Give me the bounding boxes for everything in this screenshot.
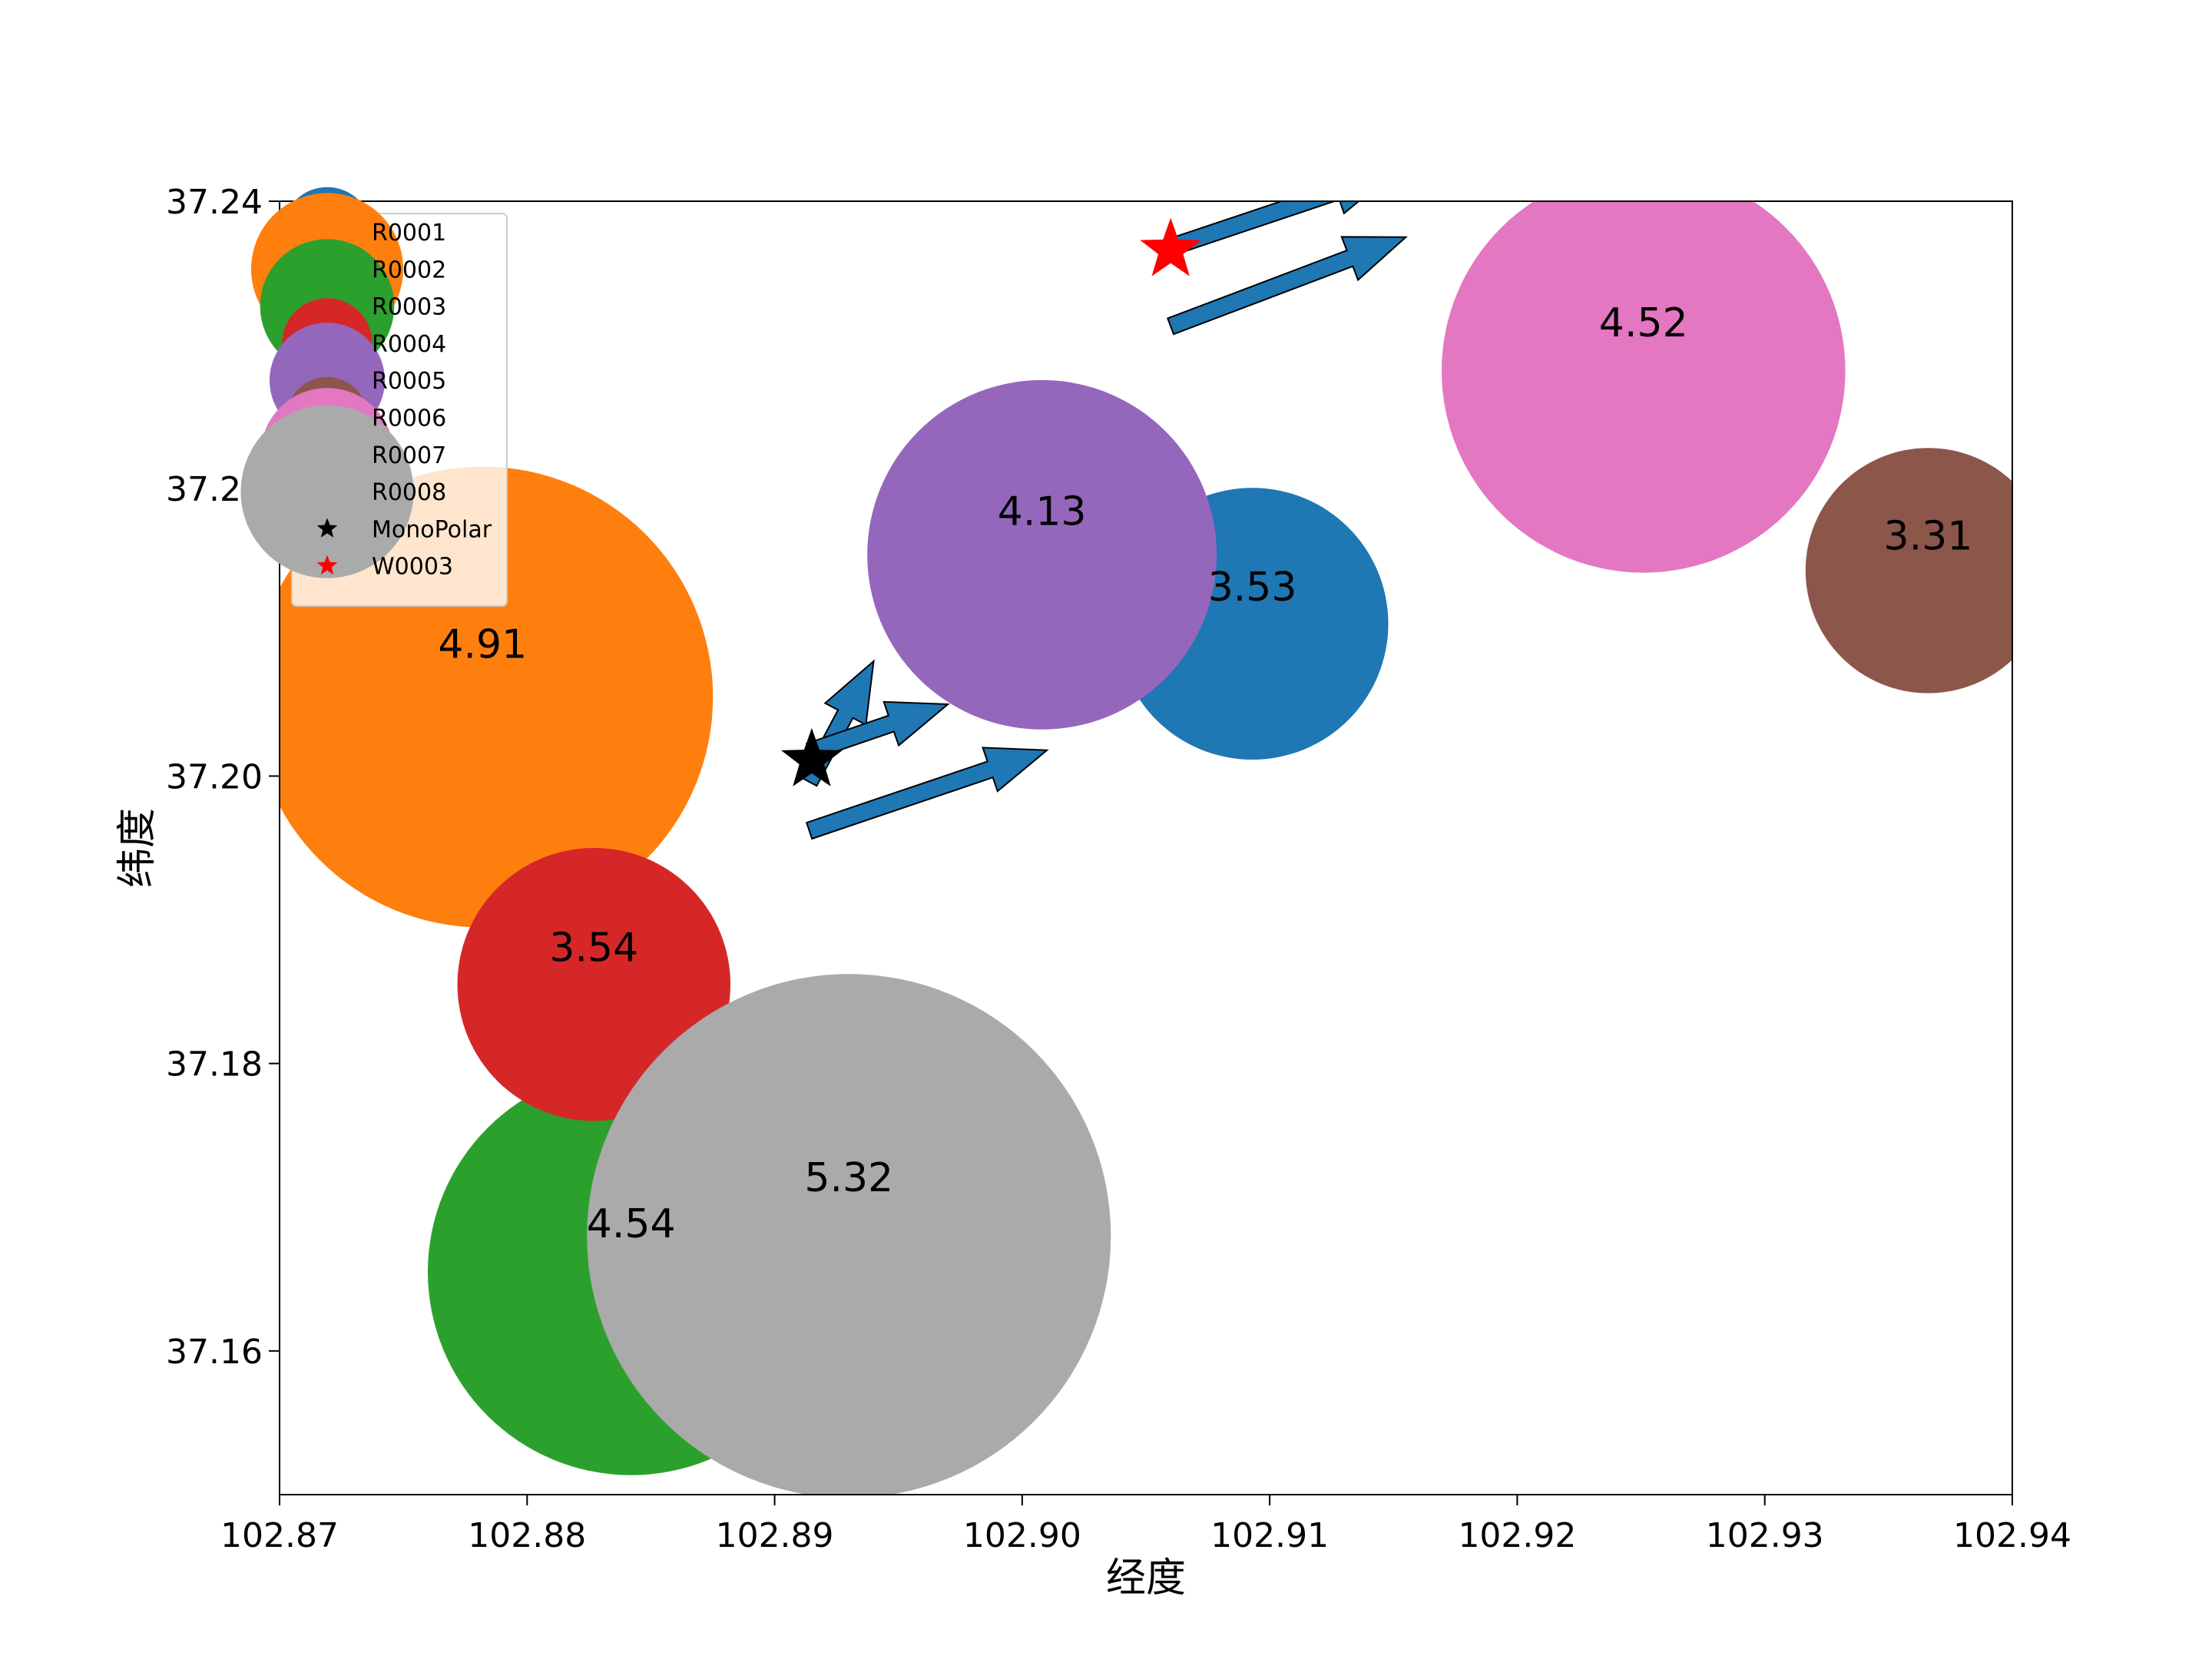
legend-marker-r0008 [240, 405, 414, 578]
x-tick-label: 102.88 [468, 1516, 586, 1555]
arrows-layer [800, 201, 1409, 840]
bubble-label-r0005: 4.13 [998, 489, 1087, 535]
bubble-label-r0008: 5.32 [804, 1155, 893, 1201]
legend-label-r0002: R0002 [372, 257, 446, 283]
bubble-r0007 [1442, 201, 1846, 573]
y-axis-title: 纬度 [114, 808, 161, 888]
x-tick-label: 102.87 [220, 1516, 339, 1555]
x-tick-label: 102.92 [1458, 1516, 1576, 1555]
y-tick-label: 37.24 [166, 183, 263, 222]
legend-label-r0006: R0006 [372, 406, 446, 432]
legend-label-r0001: R0001 [372, 220, 446, 247]
bubble-label-r0001: 3.53 [1208, 565, 1297, 611]
legend-label-r0007: R0007 [372, 442, 446, 469]
legend-label-r0005: R0005 [372, 368, 446, 395]
y-tick-label: 37.16 [166, 1333, 263, 1372]
bubble-label-r0004: 3.54 [549, 926, 638, 972]
arrow-2 [805, 700, 950, 761]
legend-label-r0004: R0004 [372, 331, 446, 358]
x-tick-label: 102.89 [716, 1516, 834, 1555]
legend-label-w0003: W0003 [372, 554, 453, 581]
y-tick-label: 37.20 [166, 757, 263, 796]
bubble-label-r0007: 4.52 [1599, 300, 1688, 346]
plot-frame [279, 200, 2013, 1495]
stars-layer [781, 217, 1202, 786]
x-tick-label: 102.94 [1953, 1516, 2071, 1555]
bubble-label-r0002: 4.91 [438, 622, 527, 668]
x-tick-label: 102.93 [1706, 1516, 1824, 1555]
bubble-r0006 [1805, 448, 2012, 694]
arrow-3 [805, 747, 1049, 840]
legend-label-r0008: R0008 [372, 479, 446, 506]
bubble-r0008 [587, 974, 1111, 1495]
bubbles-layer [280, 201, 2012, 1495]
star-marker-monopolar [781, 727, 843, 786]
legend: R0001 R0002 R0003 R0004 R0005 R0006 R0007 R0008… [240, 187, 508, 607]
x-tick-label: 102.91 [1210, 1516, 1329, 1555]
legend-label-monopolar: MonoPolar [372, 516, 492, 543]
legend-marker-w0003 [316, 555, 338, 575]
bubble-label-r0006: 3.31 [1884, 514, 1973, 560]
legend-label-r0003: R0003 [372, 294, 446, 321]
legend-marker-monopolar [316, 518, 338, 538]
y-tick-label: 37.18 [166, 1045, 263, 1084]
bubble-r0005 [867, 379, 1217, 730]
bubble-labels-layer: 3.53 4.91 4.54 3.54 4.13 3.31 4.52 5.32 [438, 300, 1972, 1247]
star-marker-w0003 [1140, 217, 1202, 276]
arrow-5 [1167, 236, 1409, 336]
bubble-label-r0003: 4.54 [587, 1201, 676, 1247]
x-axis-title: 经度 [1106, 1555, 1186, 1601]
x-tick-label: 102.90 [963, 1516, 1081, 1555]
